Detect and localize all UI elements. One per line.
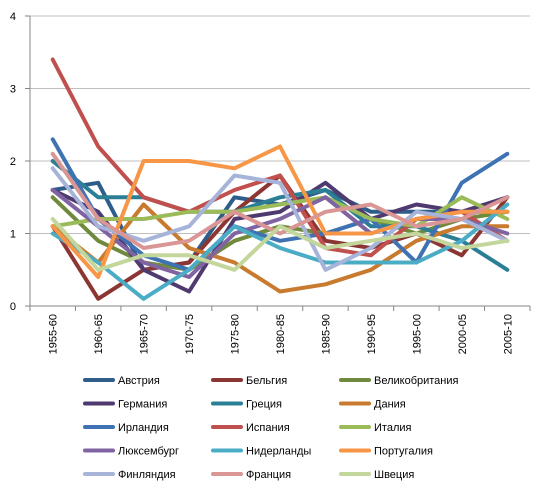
series-line-11 [50,202,510,301]
legend-label: Люксембург [118,446,179,458]
legend-label: Швеция [374,469,414,481]
legend-label: Греция [246,399,282,411]
axes [25,15,531,311]
y-tick-label: 3 [10,84,16,96]
series-line-15 [50,217,510,272]
legend-label: Бельгия [246,375,287,387]
legend-label: Нидерланды [246,446,311,458]
series-line-14 [50,151,510,250]
legend-label: Италия [374,422,412,434]
x-tick-label: 1965-70 [139,314,151,354]
legend-label: Испания [246,422,290,434]
x-tick-label: 2000-05 [457,314,469,354]
series-line-10 [50,188,510,279]
x-tick-label: 1955-60 [48,314,60,354]
series-lines [50,57,510,301]
y-tick-label: 1 [10,229,16,241]
y-tick-label: 2 [10,156,16,168]
x-tick-label: 1995-00 [411,314,423,354]
legend: Австрия Бельгия Великобритания Германия Грец… [83,375,459,481]
x-tick-label: 1985-90 [320,314,332,354]
legend-label: Австрия [118,375,160,387]
x-tick-label: 1990-95 [366,314,378,354]
series-line-12 [50,144,510,279]
legend-label: Финляндия [118,469,176,481]
legend-label: Дания [374,399,406,411]
legend-label: Португалия [374,446,433,458]
x-tick-label: 2005-10 [502,314,514,354]
legend-label: Германия [118,399,167,411]
series-line-7 [50,137,510,272]
legend-label: Великобритания [374,375,459,387]
y-tick-labels: 0 1 2 3 4 [10,11,16,313]
x-tick-labels: 1955-60 1960-65 1965-70 1970-75 1975-80 1980-… [48,314,515,354]
legend-label: Ирландия [118,422,169,434]
x-tick-label: 1970-75 [184,314,196,354]
y-tick-label: 4 [10,11,16,23]
legend-label: Франция [246,469,291,481]
y-tick-label: 0 [10,301,16,313]
x-tick-label: 1960-65 [93,314,105,354]
x-tick-label: 1980-85 [275,314,287,354]
x-tick-label: 1975-80 [230,314,242,354]
